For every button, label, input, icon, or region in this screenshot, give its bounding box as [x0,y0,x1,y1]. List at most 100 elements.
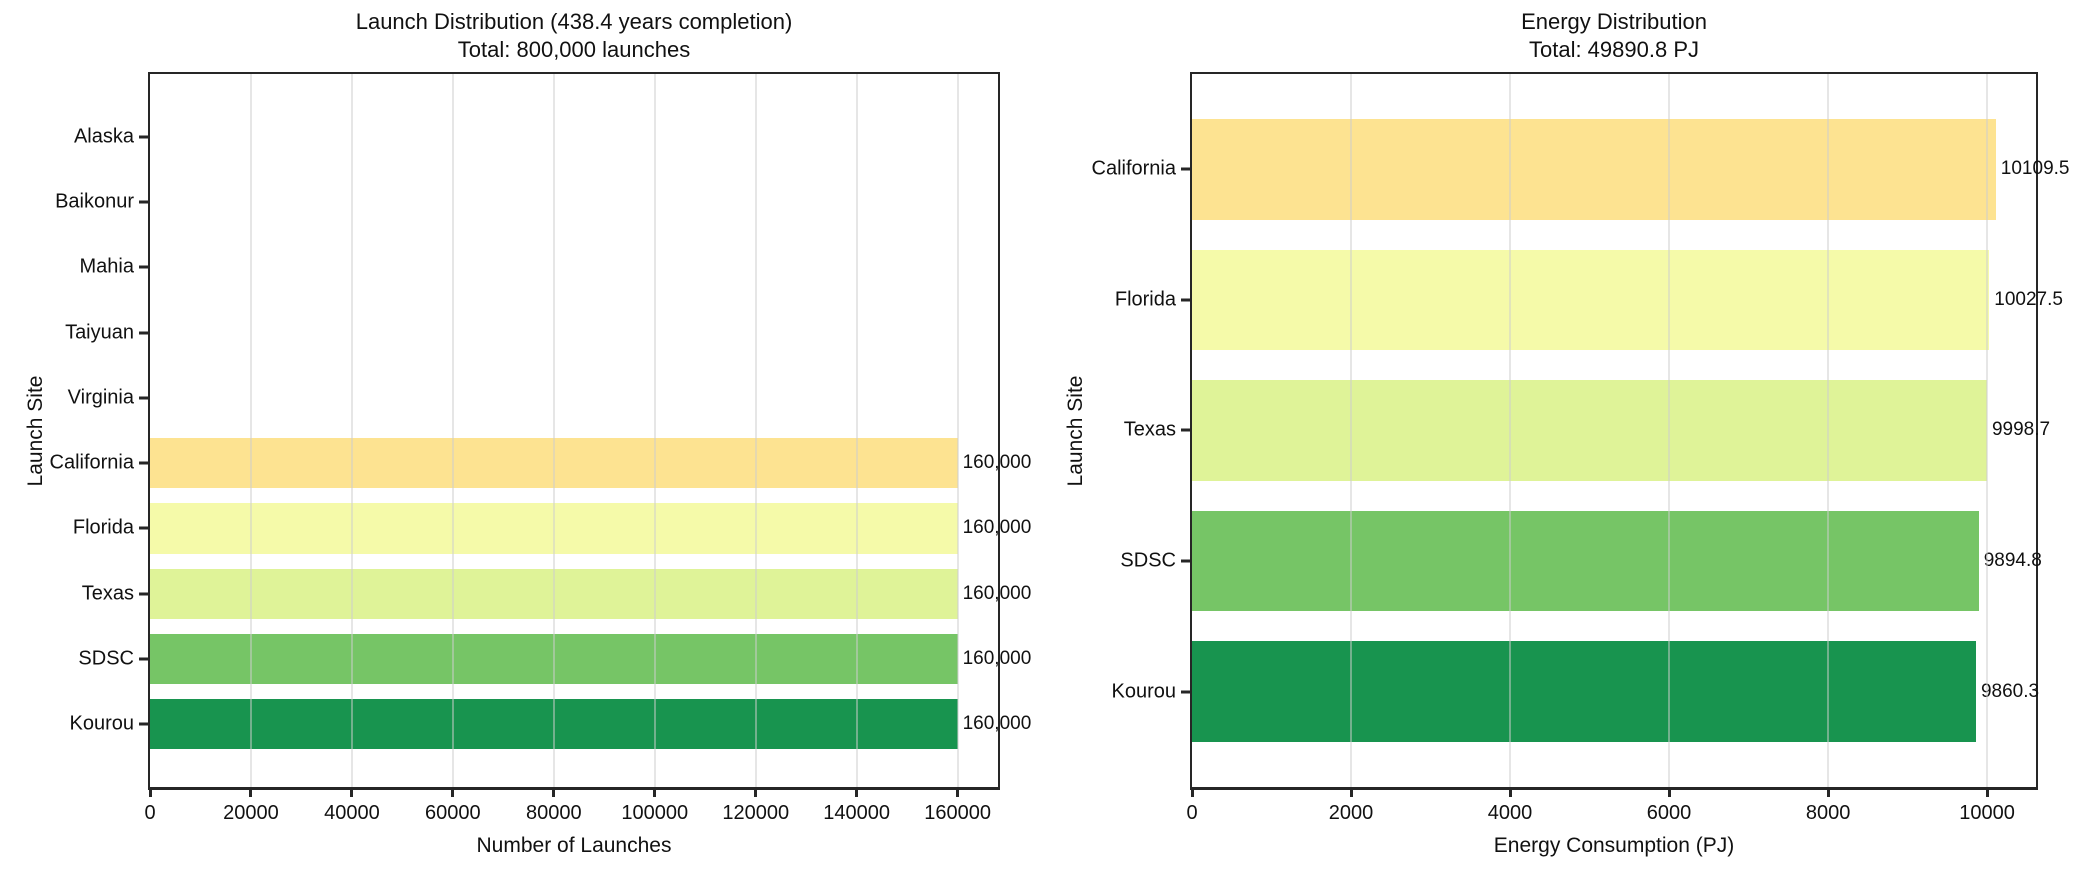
x-tick-mark [451,788,455,797]
bar [1192,641,1976,742]
category-label: Texas [1123,418,1176,441]
bar [1192,510,1979,612]
y-tick-mark [139,200,148,204]
x-tick-label: 10000 [1959,802,2015,824]
x-tick-label: 8000 [1805,802,1851,824]
category-row: Texas 160,000 [82,561,1031,626]
x-tick-mark [1508,788,1512,797]
y-tick-mark [1181,428,1190,432]
x-tick-mark [249,788,253,797]
bar [1192,380,1987,481]
chart-title-block: Launch Distribution (438.4 years complet… [148,8,1000,64]
category-label: Kourou [69,712,135,735]
category-label: Alaska [73,125,134,148]
plot-area: Alaska Baikonur Mahia Taiyuan Virginia Califo… [50,72,1031,824]
gridline [653,74,656,787]
gridline [451,74,454,787]
chart-title-block: Energy Distribution Total: 49890.8 PJ [1190,8,2038,64]
plot-area: California 10109.5 Florida 10027.5 Texas 9998… [1092,72,2069,824]
x-tick-label: 4000 [1487,802,1533,824]
category-row: Alaska [74,104,998,169]
bar [1192,119,1996,220]
x-tick-mark [1667,788,1671,797]
x-tick-label: 0 [144,802,156,824]
bar-value-label: 160,000 [962,517,1032,539]
bar-value-label: 10027.5 [1994,288,2063,310]
y-tick-mark [1181,559,1190,563]
y-tick-mark [139,461,148,465]
category-label: Florida [1114,288,1176,311]
y-tick-mark [139,396,148,400]
category-label: Baikonur [55,190,134,213]
category-row: SDSC 160,000 [78,626,1031,691]
x-axis-label: Number of Launches [476,834,672,857]
x-axis-label: Energy Consumption (PJ) [1493,834,1735,857]
category-label: Virginia [67,386,134,409]
gridline [350,74,353,787]
category-label: Florida [72,516,134,539]
x-tick-mark [855,788,859,797]
bar-value-label: 160,000 [962,648,1032,670]
x-tick-mark [1826,788,1830,797]
x-tick-label: 160000 [924,802,991,824]
gridline [855,74,858,787]
category-label: SDSC [78,647,134,670]
category-label: Taiyuan [65,321,134,344]
gridline [249,74,252,787]
category-label: Texas [81,582,134,605]
category-row: Taiyuan [65,300,998,365]
category-row: Florida 160,000 [73,496,1031,561]
x-tick-label: 6000 [1646,802,1692,824]
gridline [552,74,555,787]
gridline [956,74,959,787]
bar-value-label: 9998.7 [1991,419,2051,441]
y-axis-label: Launch Site [24,375,47,487]
y-axis-label: Launch Site [1064,375,1087,487]
x-tick-label: 20000 [223,802,279,824]
bar-value-label: 10109.5 [2000,158,2070,180]
category-row: Mahia [80,235,998,300]
gridline [1827,74,1830,787]
category-row: California 160,000 [50,431,1031,496]
bar [1192,249,1990,351]
y-tick-mark [139,265,148,269]
chart-subtitle: Total: 49890.8 PJ [1528,37,1699,63]
gridline [1986,74,1989,787]
category-row: Kourou 9860.3 [1112,626,2040,757]
category-label: Mahia [79,255,134,278]
bar-value-label: 9860.3 [1980,680,2040,702]
category-row: Virginia [68,365,998,430]
y-tick-mark [1181,298,1190,302]
category-label: Kourou [1111,680,1177,703]
x-tick-label: 40000 [324,802,380,824]
bar-value-label: 160,000 [962,582,1032,604]
y-tick-mark [139,331,148,335]
chart-subtitle: Total: 800,000 launches [457,37,691,63]
x-tick-mark [148,788,152,797]
y-tick-mark [139,722,148,726]
chart-title: Energy Distribution [1521,9,1707,34]
x-tick-mark [956,788,960,797]
x-tick-mark [1985,788,1989,797]
x-tick-label: 2000 [1328,802,1374,824]
x-tick-mark [754,788,758,797]
x-tick-label: 0 [1186,802,1198,824]
category-row: California 10109.5 [1092,104,2069,235]
category-row: Kourou 160,000 [70,692,1031,757]
energy-distribution-chart: Energy Distribution Total: 49890.8 PJ La… [1040,0,2080,877]
launch-distribution-chart: Launch Distribution (438.4 years complet… [24,8,1031,857]
category-row: Florida 10027.5 [1115,235,2063,366]
x-tick-mark [552,788,556,797]
x-tick-label: 140000 [823,802,891,824]
bar-value-label: 160,000 [962,713,1032,735]
x-tick-mark [1190,788,1194,797]
y-tick-mark [139,592,148,596]
x-tick-label: 100000 [621,802,689,824]
category-label: California [49,451,134,474]
category-row: Texas 9998.7 [1124,365,2050,496]
gridline [1509,74,1512,787]
x-tick-label: 80000 [525,802,582,824]
category-label: SDSC [1120,549,1176,572]
x-tick-mark [1349,788,1353,797]
